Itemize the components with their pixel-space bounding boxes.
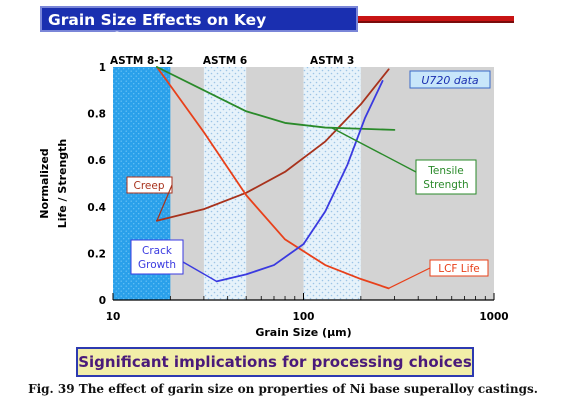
series-line-lcf-life [156, 66, 390, 290]
y-tick-label: 0.4 [87, 202, 106, 214]
band-label-2: ASTM 6 [203, 55, 247, 67]
x-tick-label: 10 [106, 311, 121, 323]
tensile-label-line1: Tensile [427, 165, 464, 177]
implications-banner: Significant implications for processing … [76, 347, 474, 377]
crack-label-line2: Growth [138, 259, 176, 271]
title-rule [358, 16, 514, 21]
creep-label: Creep [133, 180, 164, 192]
page-title: Grain Size Effects on Key Properties [48, 11, 267, 47]
series-line-crack-growth [215, 80, 384, 283]
creep-leader [156, 184, 173, 222]
figure-caption: Fig. 39 The effect of garin size on prop… [28, 382, 538, 396]
x-axis-title: Grain Size (µm) [255, 326, 351, 339]
x-tick-label: 1000 [479, 311, 508, 323]
band-2 [203, 67, 247, 300]
y-tick-label: 0.6 [87, 155, 106, 167]
y-tick-label: 1 [99, 62, 106, 74]
tensile-leader [331, 126, 417, 173]
y-tick-label: 0.2 [87, 248, 106, 260]
lcf-label: LCF Life [438, 263, 479, 275]
title-banner: Grain Size Effects on Key Properties [40, 6, 358, 47]
series-line-creep [156, 68, 390, 222]
y-tick-label: 0 [99, 295, 106, 307]
annotation-box [130, 239, 184, 275]
crack-leader [182, 261, 217, 282]
x-tick-label: 100 [293, 311, 315, 323]
data-note: U720 data [421, 74, 479, 87]
y-axis-title-line1: Normalized [38, 148, 51, 218]
y-axis-title-line2: Life / Strength [56, 139, 69, 229]
band-3 [303, 67, 361, 300]
title-rule-shadow [358, 21, 514, 23]
tensile-label-line2: Strength [423, 179, 468, 191]
crack-label-line1: Crack [142, 245, 173, 257]
band-label-1: ASTM 8-12 [110, 55, 173, 67]
y-tick-label: 0.8 [87, 109, 106, 121]
lcf-leader [388, 267, 431, 289]
band-label-3: ASTM 3 [310, 55, 354, 67]
annotation-box [415, 159, 477, 195]
data-note-box [409, 70, 491, 89]
